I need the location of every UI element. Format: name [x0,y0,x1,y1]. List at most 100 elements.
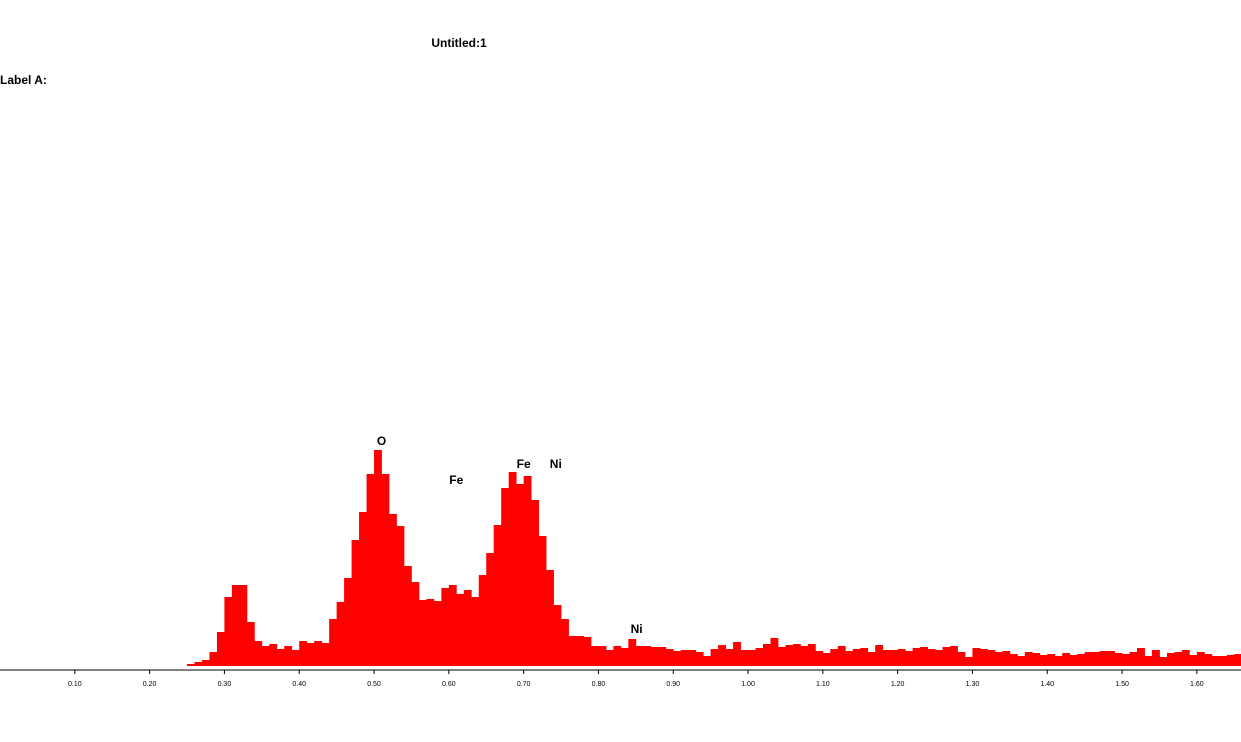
bar [381,474,390,666]
x-tick-label: 0.10 [68,681,82,688]
bar [561,619,569,666]
bar [568,636,577,666]
bar [471,597,480,666]
bar [665,649,674,666]
bar [920,647,928,666]
bar [792,644,801,666]
bar [979,649,988,666]
x-tick-label: 0.20 [143,681,157,688]
bar [942,647,951,666]
bar [710,649,719,666]
bar [1234,654,1241,666]
bar [897,649,906,666]
peak-label: Ni [550,457,562,471]
bar [755,648,764,666]
bar [650,647,659,666]
bar [785,645,794,666]
bar [291,650,300,666]
bar [306,643,315,666]
x-tick-label: 1.20 [891,681,905,688]
bar [418,600,427,666]
bar [733,642,741,666]
bar [374,450,382,666]
bar [388,514,397,666]
bar [194,662,203,666]
bar [351,540,360,666]
bar [658,647,667,666]
x-tick-label: 1.10 [816,681,830,688]
bar [1039,655,1048,666]
peak-label: Ni [631,622,643,636]
bar [299,641,308,666]
bar [875,645,884,666]
bar [516,484,525,666]
bar [1084,652,1093,666]
bar [1002,651,1011,666]
bar [1009,654,1018,666]
bar [1137,648,1145,666]
bar [1174,652,1183,666]
bar [837,646,846,666]
bar [359,512,367,666]
bar [1092,652,1101,666]
bar [1017,656,1026,666]
bar [426,599,435,666]
bar [890,650,899,666]
x-tick-label: 1.50 [1115,681,1129,688]
bar [972,648,981,666]
bar [486,553,495,666]
bar [1099,651,1108,666]
bar [463,590,472,666]
chart-title: Untitled:1 [431,36,487,50]
bar [852,649,861,666]
bar [246,622,255,666]
bar [1047,654,1056,666]
bar [1062,653,1071,666]
bar [575,636,584,666]
bar [688,650,697,666]
peak-label: O [377,434,386,448]
x-tick-label: 1.40 [1040,681,1054,688]
bar [680,650,689,666]
bar [822,653,831,666]
bar [695,652,704,666]
bar [321,643,330,666]
bar [740,650,749,666]
bar [1166,653,1175,666]
bar [531,500,539,666]
bar [1114,653,1123,666]
bar [583,637,592,666]
bar [508,472,517,666]
bar [224,597,233,666]
bar [1226,655,1235,666]
bar [448,585,457,666]
bar [770,638,779,666]
bar [209,652,218,666]
bar [620,648,629,666]
x-tick-label: 1.30 [966,681,980,688]
bar [366,474,375,666]
bar [1189,655,1198,666]
bar [501,488,510,666]
bar [1129,652,1138,666]
bar [254,641,263,666]
bar [216,632,225,666]
bar [493,525,502,666]
bar [860,648,869,666]
bar [635,646,644,666]
bar [276,649,285,666]
bar [261,646,270,666]
x-tick-label: 0.70 [517,681,531,688]
bar [411,582,420,666]
bar [1032,653,1041,666]
bar [231,585,240,666]
bar [1196,652,1205,666]
bar [905,651,914,666]
x-tick-label: 0.60 [442,681,456,688]
bar [314,641,323,666]
bar [613,646,622,666]
bar [201,660,210,666]
x-tick-label: 0.80 [592,681,606,688]
bar [605,650,614,666]
